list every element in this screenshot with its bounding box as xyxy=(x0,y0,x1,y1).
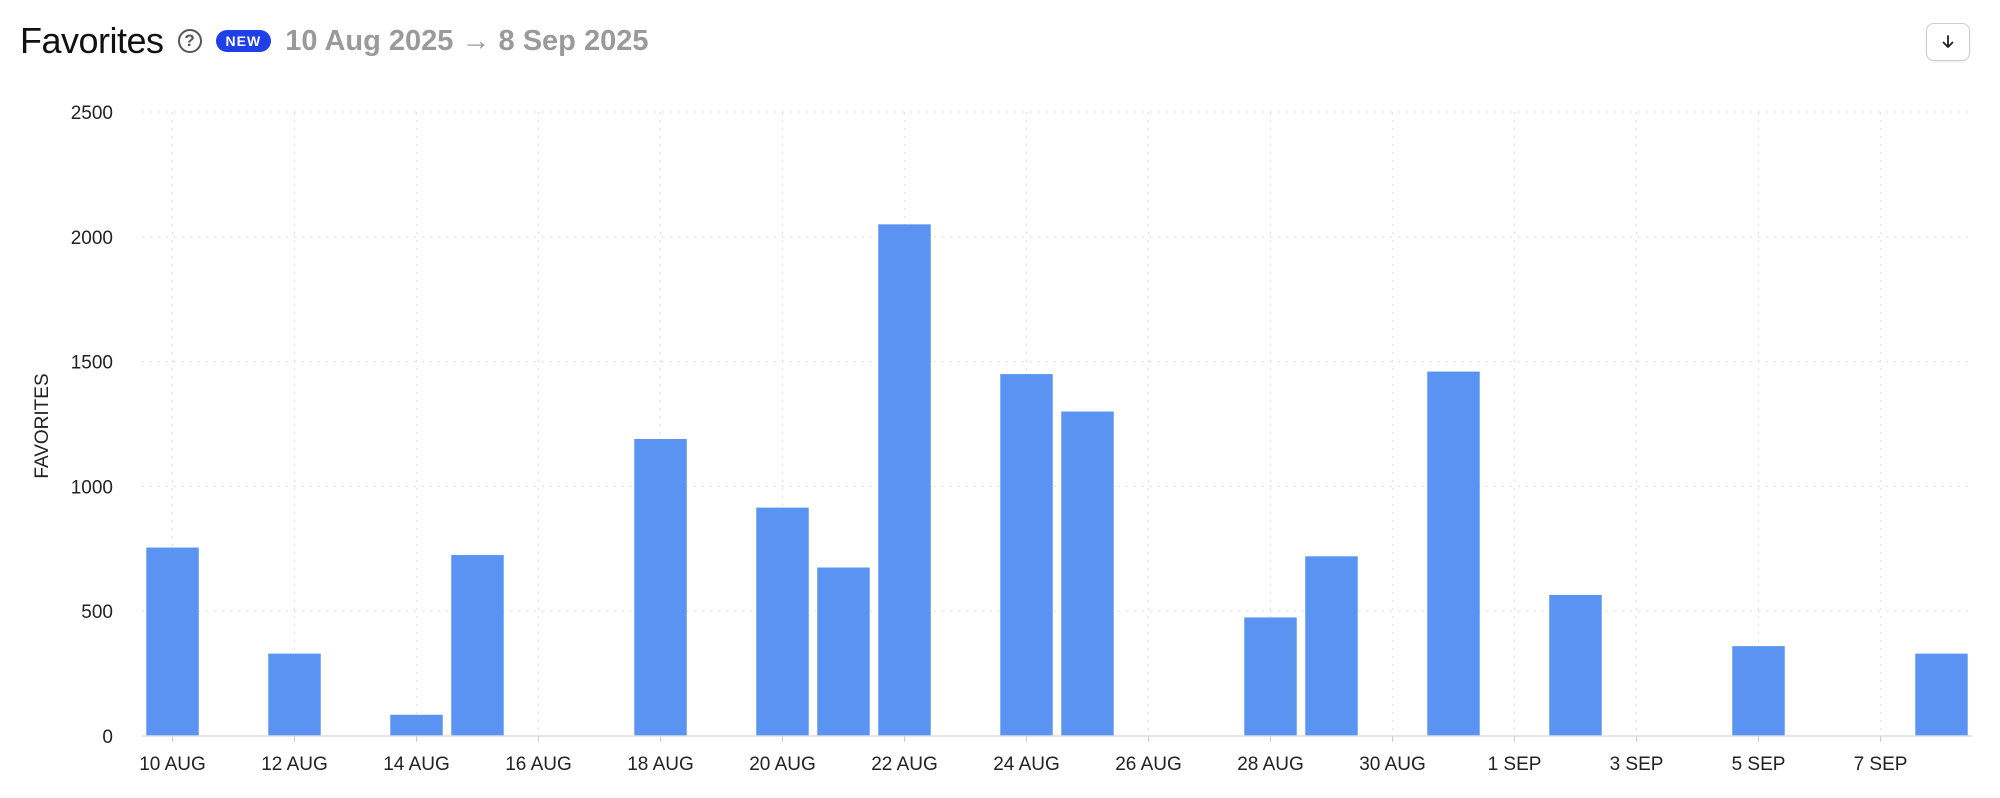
x-tick-label: 1 SEP xyxy=(1488,754,1542,775)
bar-5-sep[interactable] xyxy=(1732,646,1785,736)
x-tick-label: 26 AUG xyxy=(1115,754,1182,775)
bar-20-aug[interactable] xyxy=(756,507,809,736)
panel-header: Favorites ? NEW 10 Aug 2025 → 8 Sep 2025 xyxy=(20,16,648,66)
help-icon[interactable]: ? xyxy=(177,29,202,53)
y-tick-label: 1000 xyxy=(71,477,113,498)
x-tick-label: 22 AUG xyxy=(871,754,938,775)
new-badge: NEW xyxy=(215,30,272,52)
bar-28-aug[interactable] xyxy=(1244,617,1297,736)
x-tick-label: 14 AUG xyxy=(383,754,450,775)
y-tick-label: 1500 xyxy=(71,353,113,374)
x-tick-label: 30 AUG xyxy=(1359,754,1426,775)
x-tick-label: 12 AUG xyxy=(261,754,328,775)
bar-25-aug[interactable] xyxy=(1061,411,1114,736)
axes: 0 500 1000 1500 2000 2500 10 AUG 12 AUG 14 AUG 16… xyxy=(71,103,1972,775)
bar-22-aug[interactable] xyxy=(878,224,931,736)
y-axis-label: FAVORITES xyxy=(32,373,53,478)
grid xyxy=(142,111,1972,736)
x-tick-label: 3 SEP xyxy=(1610,754,1664,775)
bar-21-aug[interactable] xyxy=(817,567,870,736)
bar-31-aug[interactable] xyxy=(1427,371,1480,736)
bar-12-aug[interactable] xyxy=(268,653,321,736)
bar-18-aug[interactable] xyxy=(634,438,687,736)
x-tick-label: 16 AUG xyxy=(505,754,572,775)
arrow-down-icon xyxy=(1942,35,1954,48)
page-title: Favorites xyxy=(20,20,164,61)
y-tick-label: 0 xyxy=(102,727,113,748)
x-tick-label: 10 AUG xyxy=(139,754,206,775)
y-tick-label: 2000 xyxy=(71,228,113,249)
x-tick-label: 18 AUG xyxy=(627,754,694,775)
y-tick-label: 500 xyxy=(81,602,113,623)
x-tick-label: 24 AUG xyxy=(993,754,1060,775)
bar-29-aug[interactable] xyxy=(1305,556,1358,736)
x-tick-label: 5 SEP xyxy=(1732,754,1786,775)
bar-8-sep[interactable] xyxy=(1915,653,1968,736)
x-tick-label: 7 SEP xyxy=(1854,754,1908,775)
bar-24-aug[interactable] xyxy=(1000,374,1053,736)
bar-15-aug[interactable] xyxy=(451,555,504,736)
date-range[interactable]: 10 Aug 2025 → 8 Sep 2025 xyxy=(285,24,649,57)
bars xyxy=(146,224,1968,736)
bar-2-sep[interactable] xyxy=(1549,594,1602,736)
x-tick-label: 28 AUG xyxy=(1237,754,1304,775)
bar-10-aug[interactable] xyxy=(146,547,199,736)
y-tick-label: 2500 xyxy=(71,103,113,124)
bar-14-aug[interactable] xyxy=(390,714,443,736)
download-button[interactable] xyxy=(1926,23,1970,61)
x-tick-label: 20 AUG xyxy=(749,754,816,775)
